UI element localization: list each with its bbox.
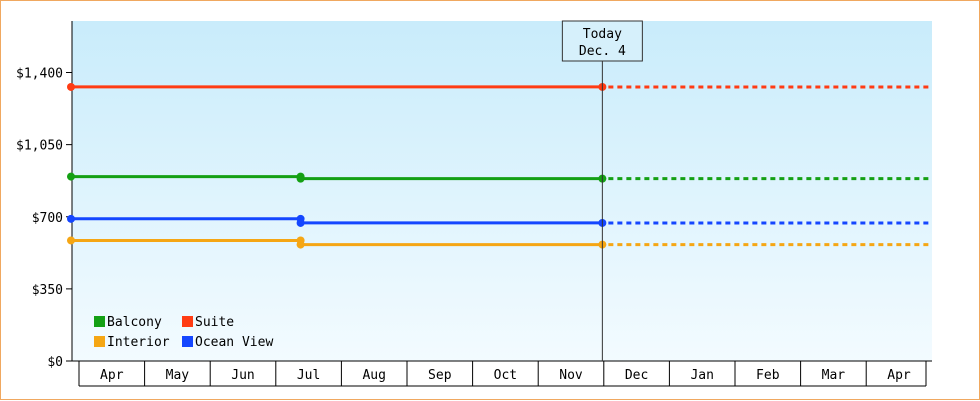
legend-swatch — [94, 336, 105, 347]
y-tick-label: $1,050 — [16, 139, 63, 154]
series-interior — [67, 236, 932, 249]
x-tick-label: May — [166, 368, 190, 383]
legend-label: Balcony — [107, 315, 162, 330]
legend-item-suite: Suite — [182, 315, 234, 330]
x-tick-label: Jun — [231, 368, 254, 383]
legend-label: Interior — [107, 335, 170, 350]
x-tick-label: Mar — [822, 368, 846, 383]
legend-swatch — [94, 316, 105, 327]
data-point — [67, 82, 75, 91]
x-tick-label: Aug — [362, 368, 385, 383]
series-ocean-view — [67, 214, 932, 227]
legend-item-balcony: Balcony — [94, 315, 162, 330]
data-point — [296, 218, 305, 227]
legend-label: Ocean View — [195, 335, 273, 350]
legend-swatch — [182, 316, 193, 327]
x-tick-label: Oct — [494, 368, 517, 383]
x-tick-label: Jan — [690, 368, 713, 383]
today-date: Dec. 4 — [579, 44, 626, 59]
x-tick-label: Feb — [756, 368, 780, 383]
y-tick-label: $1,400 — [16, 67, 63, 82]
y-tick-label: $350 — [32, 283, 63, 298]
legend-swatch — [182, 336, 193, 347]
y-tick-label: $0 — [47, 355, 63, 370]
x-tick-label: Apr — [100, 368, 124, 383]
legend-label: Suite — [195, 315, 234, 330]
legend-item-ocean-view: Ocean View — [182, 335, 273, 350]
data-point — [67, 236, 75, 245]
y-tick-label: $700 — [32, 211, 63, 226]
plot-area — [72, 21, 932, 361]
legend-item-interior: Interior — [94, 335, 170, 350]
today-box — [561, 20, 643, 62]
data-point — [67, 172, 75, 181]
data-point — [296, 174, 305, 183]
x-tick-label: Apr — [887, 368, 911, 383]
x-tick-label: Sep — [428, 368, 452, 383]
x-tick-label: Jul — [297, 368, 320, 383]
x-tick-label: Dec — [625, 368, 648, 383]
data-point — [296, 240, 305, 249]
x-tick-label: Nov — [559, 368, 583, 383]
data-point — [67, 214, 75, 223]
today-label: Today — [583, 27, 622, 42]
